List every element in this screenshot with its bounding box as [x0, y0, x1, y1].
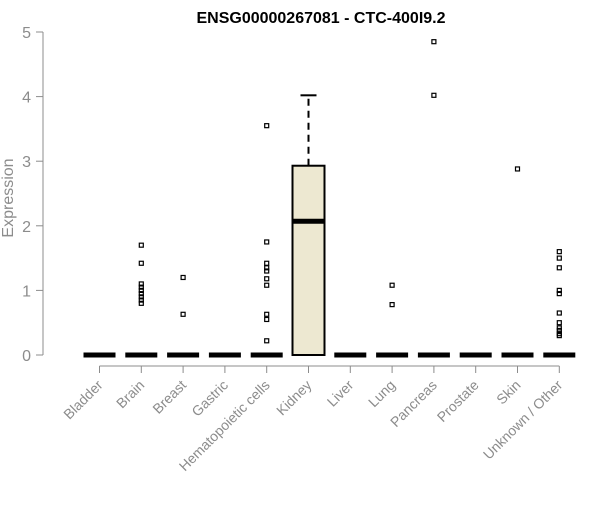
outlier-point	[264, 276, 270, 282]
x-tick-label: Lung	[365, 377, 398, 410]
outlier-point	[264, 123, 270, 129]
y-axis-label: Expression	[0, 158, 17, 237]
x-tick-label: Prostate	[434, 377, 482, 425]
outlier-point	[556, 320, 562, 326]
x-tick-label: Breast	[149, 377, 189, 417]
outlier-point	[264, 268, 270, 274]
x-tick-label: Unknown / Other	[480, 377, 566, 463]
outlier-point	[264, 260, 270, 266]
outlier-point	[180, 274, 186, 281]
outlier-point	[138, 284, 144, 290]
outlier-point	[264, 338, 270, 344]
box-group	[167, 274, 200, 358]
outlier-point	[389, 302, 395, 308]
box	[291, 164, 326, 356]
outlier-point	[556, 291, 562, 297]
outlier-point	[431, 92, 437, 98]
chart-title: ENSG00000267081 - CTC-400I9.2	[196, 10, 445, 27]
y-tick-label: 4	[22, 90, 31, 107]
outlier-point	[556, 265, 562, 271]
box-group	[501, 166, 534, 358]
outlier-point	[514, 166, 521, 172]
x-tick-label: Liver	[324, 377, 357, 410]
outlier-point	[180, 311, 186, 317]
box-group	[543, 249, 576, 358]
box-group	[376, 282, 409, 358]
outlier-point	[138, 294, 144, 300]
outlier-point	[264, 282, 270, 288]
outlier-point	[138, 281, 144, 287]
outlier-point	[264, 239, 270, 245]
x-tick-label: Kidney	[273, 377, 315, 419]
outlier-point	[138, 297, 144, 303]
outlier-point	[138, 300, 144, 306]
plot-area	[83, 39, 576, 358]
outlier-point	[556, 310, 562, 316]
outlier-point	[264, 265, 270, 271]
box-group	[417, 39, 450, 358]
box-group	[125, 242, 158, 358]
outlier-point	[431, 39, 437, 45]
outlier-point	[556, 333, 562, 339]
outlier-point	[264, 316, 270, 323]
outlier-point	[389, 282, 395, 288]
outlier-point	[556, 249, 562, 255]
y-tick-label: 3	[22, 154, 31, 171]
y-tick-label: 5	[22, 25, 31, 42]
box-group	[250, 123, 283, 358]
outlier-point	[138, 291, 144, 297]
outlier-point	[138, 260, 144, 266]
outlier-point	[556, 327, 562, 334]
outlier-point	[556, 287, 562, 293]
y-tick-label: 2	[22, 219, 31, 236]
outlier-point	[556, 255, 562, 261]
x-tick-label: Bladder	[60, 377, 106, 423]
x-tick-label: Brain	[113, 377, 147, 411]
box-group	[291, 94, 326, 356]
outlier-point	[138, 287, 144, 293]
outlier-point	[138, 242, 144, 248]
y-tick-label: 0	[22, 348, 31, 365]
y-tick-label: 1	[22, 283, 31, 300]
x-tick-label: Skin	[493, 377, 524, 408]
y-axis: 0 1 2 3 4 5	[22, 25, 44, 365]
outlier-point	[264, 311, 270, 317]
